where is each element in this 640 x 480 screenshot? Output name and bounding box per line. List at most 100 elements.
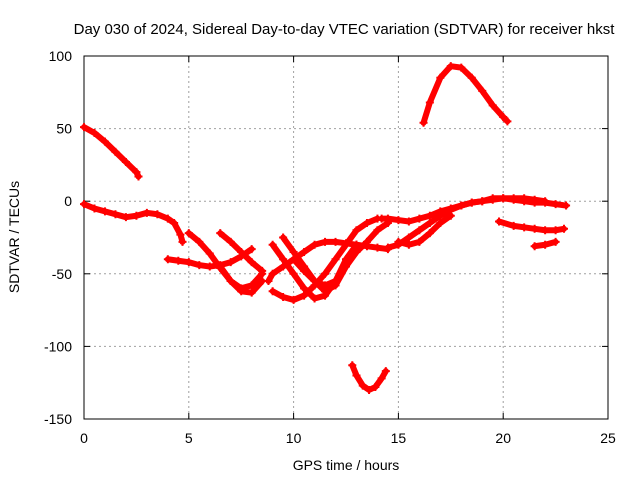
data-point — [373, 243, 382, 252]
series-trace — [384, 195, 549, 251]
data-point — [174, 256, 183, 265]
y-tick-label: -50 — [52, 266, 72, 282]
data-point — [530, 224, 539, 233]
data-point — [352, 240, 361, 249]
data-point — [184, 229, 193, 238]
data-point — [300, 266, 309, 275]
series-arc-11 — [289, 218, 392, 290]
data-point — [321, 237, 330, 246]
data-point — [362, 237, 371, 246]
data-point — [559, 224, 568, 233]
y-tick-label: -150 — [44, 411, 72, 427]
data-point — [551, 226, 560, 235]
data-point — [377, 374, 386, 383]
data-point — [226, 277, 235, 286]
data-point — [195, 237, 204, 246]
data-point — [226, 258, 235, 267]
data-point — [226, 237, 235, 246]
data-point — [381, 367, 390, 376]
data-point — [247, 288, 256, 297]
data-point — [352, 371, 361, 380]
series-arc-6 — [216, 229, 267, 275]
data-point — [457, 63, 466, 72]
y-tick-label: 0 — [64, 193, 72, 209]
data-point — [300, 291, 309, 300]
data-point — [478, 197, 487, 206]
data-point — [300, 284, 309, 293]
data-point — [300, 248, 309, 257]
series-arc-10 — [268, 214, 382, 304]
data-point — [520, 194, 529, 203]
data-point — [163, 255, 172, 264]
series-arc-12 — [348, 361, 390, 394]
data-point — [541, 240, 550, 249]
data-point — [394, 237, 403, 246]
data-point — [268, 240, 277, 249]
axis-ticks — [83, 55, 609, 420]
data-point — [404, 240, 413, 249]
data-point — [321, 281, 330, 290]
data-point — [436, 211, 445, 220]
data-point — [121, 157, 130, 166]
data-point — [551, 237, 560, 246]
data-point — [541, 226, 550, 235]
data-point — [216, 262, 225, 271]
data-point — [358, 381, 367, 390]
data-point — [176, 230, 185, 239]
data-point — [195, 261, 204, 270]
data-point — [551, 200, 560, 209]
data-point — [247, 245, 256, 254]
data-point — [90, 128, 99, 137]
data-point — [289, 269, 298, 278]
data-point — [404, 217, 413, 226]
data-point — [178, 237, 187, 246]
data-point — [153, 210, 162, 219]
data-point — [289, 295, 298, 304]
data-point — [121, 213, 130, 222]
data-point — [478, 86, 487, 95]
data-point — [111, 210, 120, 219]
data-point — [258, 266, 267, 275]
data-point — [310, 277, 319, 286]
data-point — [134, 172, 143, 181]
data-point — [446, 62, 455, 71]
data-point — [321, 269, 330, 278]
data-point — [132, 211, 141, 220]
data-point — [264, 277, 273, 286]
data-point — [80, 123, 88, 132]
data-point — [310, 294, 319, 303]
data-point — [100, 207, 109, 216]
data-point — [342, 262, 350, 271]
data-point — [488, 101, 497, 110]
y-tick-labels: -150 -100 -50 0 50 100 — [44, 48, 72, 427]
data-point — [331, 277, 340, 286]
data-point — [348, 361, 357, 370]
y-axis-label: SDTVAR / TECUs — [6, 181, 22, 293]
data-point — [331, 237, 340, 246]
data-point — [383, 214, 392, 223]
data-point — [268, 269, 277, 278]
data-point — [331, 255, 340, 264]
data-point — [352, 248, 361, 257]
data-point — [237, 248, 246, 257]
data-point — [467, 198, 476, 207]
series-arc-18 — [530, 237, 560, 251]
data-point — [541, 197, 550, 206]
data-point — [279, 255, 288, 264]
data-point — [503, 117, 512, 126]
data-point — [488, 195, 497, 204]
data-point — [415, 237, 424, 246]
x-tick-label: 25 — [600, 430, 616, 446]
data-point — [132, 168, 141, 177]
x-tick-label: 0 — [80, 430, 88, 446]
x-tick-label: 5 — [185, 430, 193, 446]
data-point — [371, 383, 380, 392]
data-point — [457, 201, 466, 210]
grid-lines — [84, 56, 608, 419]
data-point — [184, 258, 193, 267]
data-point — [562, 201, 571, 210]
series-arc-16 — [419, 62, 512, 127]
data-point — [425, 229, 434, 238]
data-point — [268, 287, 277, 296]
series-trace — [81, 124, 142, 180]
